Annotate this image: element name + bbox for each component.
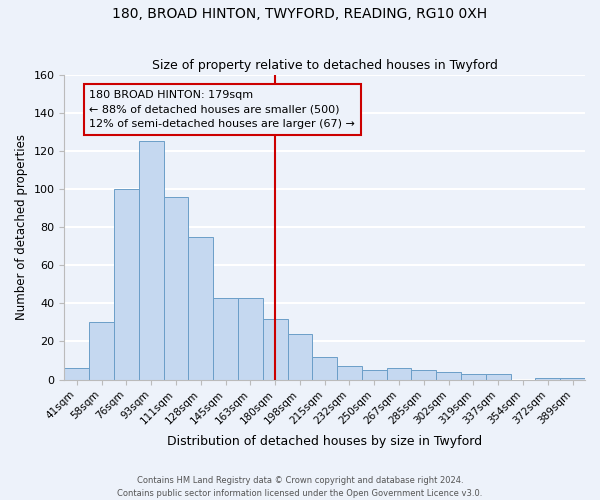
Bar: [238, 298, 263, 380]
Bar: [313, 356, 337, 380]
Bar: [337, 366, 362, 380]
Title: Size of property relative to detached houses in Twyford: Size of property relative to detached ho…: [152, 59, 497, 72]
Text: 180, BROAD HINTON, TWYFORD, READING, RG10 0XH: 180, BROAD HINTON, TWYFORD, READING, RG1…: [112, 8, 488, 22]
Bar: [164, 196, 188, 380]
Bar: [535, 378, 560, 380]
Bar: [213, 298, 238, 380]
Bar: [114, 189, 139, 380]
Bar: [412, 370, 436, 380]
Text: 180 BROAD HINTON: 179sqm
← 88% of detached houses are smaller (500)
12% of semi-: 180 BROAD HINTON: 179sqm ← 88% of detach…: [89, 90, 355, 130]
Bar: [188, 236, 213, 380]
Bar: [386, 368, 412, 380]
Bar: [89, 322, 114, 380]
Bar: [64, 368, 89, 380]
Bar: [362, 370, 386, 380]
Bar: [461, 374, 486, 380]
Bar: [486, 374, 511, 380]
Bar: [287, 334, 313, 380]
Bar: [436, 372, 461, 380]
Bar: [263, 318, 287, 380]
Bar: [560, 378, 585, 380]
Text: Contains HM Land Registry data © Crown copyright and database right 2024.
Contai: Contains HM Land Registry data © Crown c…: [118, 476, 482, 498]
X-axis label: Distribution of detached houses by size in Twyford: Distribution of detached houses by size …: [167, 434, 482, 448]
Y-axis label: Number of detached properties: Number of detached properties: [15, 134, 28, 320]
Bar: [139, 142, 164, 380]
